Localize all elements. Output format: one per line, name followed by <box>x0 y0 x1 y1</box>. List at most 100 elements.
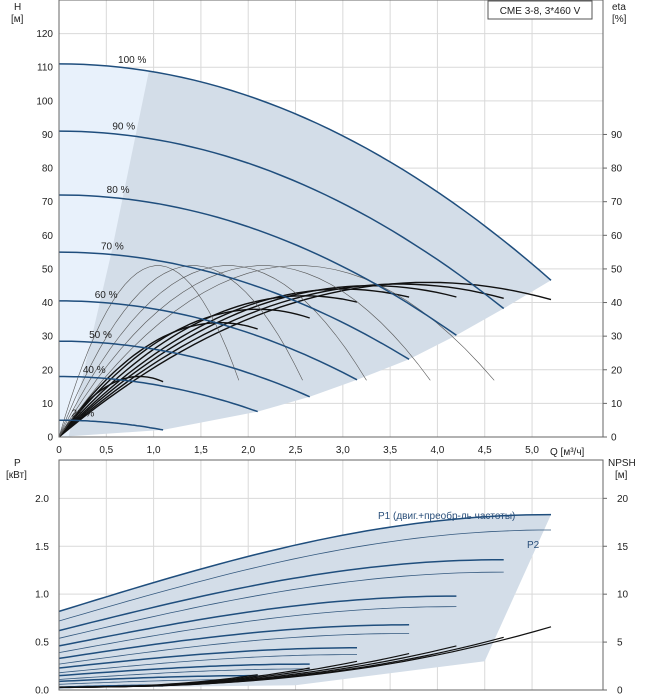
h-tick-label: 0 <box>47 433 53 444</box>
eta-tick-label: 20 <box>611 365 623 376</box>
bottom-plot-frame <box>58 459 604 691</box>
eta-tick-label: 40 <box>611 298 623 309</box>
q-tick-label: 4,5 <box>478 445 492 456</box>
speed-curve-label: 60 % <box>95 290 118 301</box>
p1-curve <box>58 624 410 660</box>
p2-curve <box>58 606 457 653</box>
eta-tick-label: 10 <box>611 399 623 410</box>
speed-curve <box>59 340 311 398</box>
p2-curve <box>58 668 310 680</box>
speed-curve-label: 90 % <box>112 122 135 133</box>
h-axis-label: H <box>14 2 21 13</box>
h-tick-label: 80 <box>42 164 54 175</box>
speed-curve <box>58 251 410 360</box>
operating-area <box>59 63 551 438</box>
legend-box <box>487 0 593 20</box>
q-tick-label: 5,0 <box>525 445 539 456</box>
speed-curve-label: 21 % <box>71 408 94 419</box>
speed-curve <box>58 63 552 281</box>
eta-axis-unit: [%] <box>612 14 627 25</box>
eta-thin-curve <box>58 265 240 438</box>
q-tick-label: 2,5 <box>289 445 303 456</box>
power-area <box>59 514 551 689</box>
npsh-axis-label: NPSH <box>608 458 636 469</box>
q-tick-label: 2,0 <box>241 445 255 456</box>
q-tick-label: 3,0 <box>336 445 350 456</box>
npsh-tick-label: 10 <box>617 590 629 601</box>
p2-curve <box>58 529 551 622</box>
p1-curve <box>58 558 504 632</box>
p-tick-label: 1.5 <box>35 542 49 553</box>
eta-thin-curve <box>58 265 303 438</box>
npsh-curve <box>59 674 258 688</box>
p2-curve <box>58 571 504 639</box>
eta-thin-curve <box>58 265 431 438</box>
eta-tick-label: 70 <box>611 197 623 208</box>
eta-tick-label: 0 <box>611 433 617 444</box>
h-tick-label: 30 <box>42 332 54 343</box>
p1-curve <box>58 663 310 677</box>
h-tick-label: 40 <box>42 298 54 309</box>
speed-curve <box>59 300 358 381</box>
eta-tick-label: 80 <box>611 164 623 175</box>
h-tick-label: 90 <box>42 130 54 141</box>
low-flow-area <box>59 63 149 438</box>
eta-tick-label: 30 <box>611 332 623 343</box>
eta-thin-curve <box>58 265 367 438</box>
q-tick-label: 1,0 <box>147 445 161 456</box>
h-tick-label: 10 <box>42 399 54 410</box>
speed-curve <box>58 130 505 310</box>
p1-curve <box>58 674 258 683</box>
speed-curve-label: 80 % <box>107 185 130 196</box>
eta-tick-label: 50 <box>611 264 623 275</box>
speed-curve-label: 70 % <box>101 242 124 253</box>
q-tick-label: 0 <box>56 445 62 456</box>
npsh-tick-label: 0 <box>617 686 623 697</box>
p-tick-label: 0.5 <box>35 638 49 649</box>
h-tick-label: 120 <box>36 29 53 40</box>
p-tick-label: 2.0 <box>35 494 49 505</box>
p1-curve <box>58 513 552 613</box>
eta-axis-label: eta <box>612 2 626 13</box>
p1-series-label: P1 (двиг.+преобр-ль частоты) <box>378 510 515 522</box>
p1-curve <box>58 595 457 647</box>
q-tick-label: 0,5 <box>99 445 113 456</box>
speed-curve-label: 50 % <box>89 330 112 341</box>
eta-curve <box>58 375 164 438</box>
h-tick-label: 70 <box>42 197 54 208</box>
p2-curve <box>58 633 410 665</box>
speed-curve <box>58 194 457 336</box>
q-tick-label: 3,5 <box>383 445 397 456</box>
q-axis-label: Q [м³/ч] <box>550 447 585 458</box>
npsh-tick-label: 5 <box>617 638 623 649</box>
p-axis-label: P <box>14 458 21 469</box>
eta-curve <box>58 283 504 438</box>
h-tick-label: 100 <box>36 96 53 107</box>
h-tick-label: 20 <box>42 365 54 376</box>
p-tick-label: 0.0 <box>35 686 49 697</box>
eta-tick-label: 60 <box>611 231 623 242</box>
head-efficiency-panel: 100 % 90 % 80 % 70 % 60 % 50 % 40 % 21 % 0 10 20 30… <box>36 0 623 456</box>
p1-curve <box>58 647 357 669</box>
power-npsh-panel: 0.0 0.5 1.0 1.5 2.0 0 5 10 15 20 <box>35 459 629 697</box>
q-tick-label: 1,5 <box>194 445 208 456</box>
npsh-tick-label: 20 <box>617 494 629 505</box>
top-plot-frame <box>58 0 604 438</box>
q-tick-label: 4,0 <box>430 445 444 456</box>
p2-curve <box>58 654 358 674</box>
p-axis-unit: [кВт] <box>6 470 27 481</box>
h-axis-unit: [м] <box>11 14 24 25</box>
h-tick-label: 60 <box>42 231 54 242</box>
legend-text: CME 3-8, 3*460 V <box>500 6 581 17</box>
speed-curve <box>59 375 258 413</box>
npsh-tick-label: 15 <box>617 542 629 553</box>
npsh-axis-unit: [м] <box>615 470 628 481</box>
eta-curve <box>58 322 258 438</box>
h-tick-label: 110 <box>37 63 53 74</box>
p2-series-label: P2 <box>527 540 540 551</box>
speed-curve-label: 40 % <box>83 365 106 376</box>
eta-curve <box>58 308 310 438</box>
p-tick-label: 1.0 <box>35 590 49 601</box>
h-tick-label: 50 <box>42 264 54 275</box>
